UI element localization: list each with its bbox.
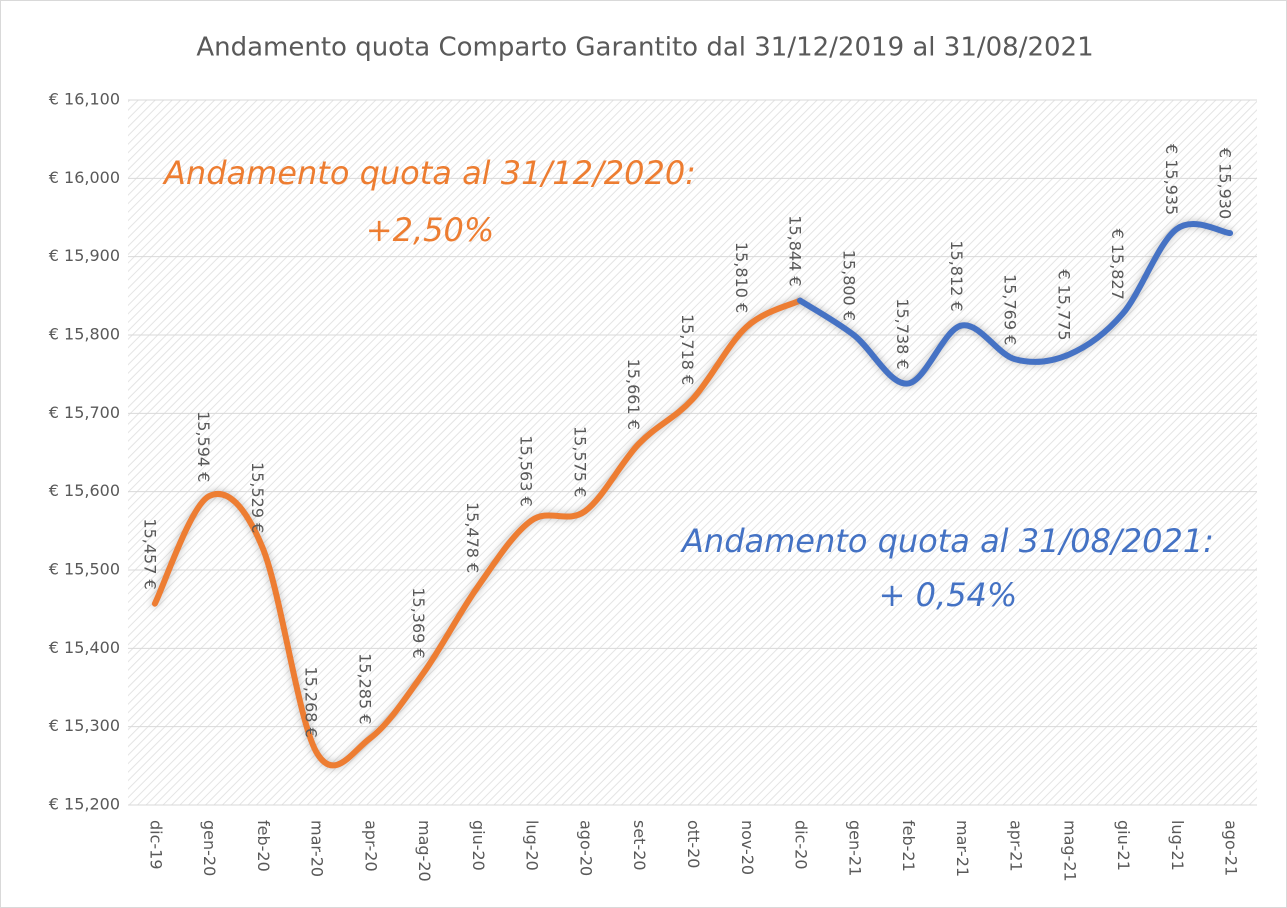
data-label: 15,718 € xyxy=(678,314,697,385)
data-label: 15,478 € xyxy=(463,502,482,573)
x-tick-label: mag-20 xyxy=(415,820,434,882)
data-label: € 15,935 xyxy=(1162,144,1181,215)
data-label: 15,810 € xyxy=(732,242,751,313)
x-tick-label: ago-20 xyxy=(576,820,595,876)
data-label: 15,594 € xyxy=(194,411,213,482)
data-label: € 15,930 xyxy=(1216,148,1235,219)
data-label: 15,268 € xyxy=(302,666,321,737)
annotation: + 0,54% xyxy=(879,576,1018,614)
x-tick-label: gen-20 xyxy=(200,820,219,876)
data-label: 15,661 € xyxy=(624,359,643,430)
x-tick-label: dic-20 xyxy=(792,820,811,870)
x-tick-label: feb-21 xyxy=(899,820,918,872)
y-tick-label: € 15,600 xyxy=(49,481,120,500)
data-label: € 15,775 xyxy=(1054,269,1073,340)
x-tick-label: ott-20 xyxy=(684,820,703,868)
data-label: 15,738 € xyxy=(893,298,912,369)
x-tick-label: mar-20 xyxy=(308,820,327,877)
chart-title: Andamento quota Comparto Garantito dal 3… xyxy=(196,33,1093,63)
x-tick-label: ago-21 xyxy=(1222,820,1241,876)
x-tick-label: nov-20 xyxy=(738,820,757,875)
series-line xyxy=(797,221,1234,387)
series-line xyxy=(151,297,804,769)
x-tick-label: giu-21 xyxy=(1114,820,1133,871)
annotation: Andamento quota al 31/08/2021: xyxy=(680,522,1214,560)
x-tick-label: lug-21 xyxy=(1168,820,1187,871)
x-tick-label: mag-21 xyxy=(1060,820,1079,882)
x-tick-label: mar-21 xyxy=(953,820,972,877)
y-tick-label: € 15,300 xyxy=(49,716,120,735)
x-tick-label: dic-19 xyxy=(146,820,165,870)
x-tick-label: giu-20 xyxy=(469,820,488,871)
data-label: 15,285 € xyxy=(355,653,374,724)
x-tick-label: feb-20 xyxy=(254,820,273,872)
data-label: 15,563 € xyxy=(517,435,536,506)
data-label: € 15,827 xyxy=(1108,229,1127,300)
y-tick-label: € 15,900 xyxy=(49,246,120,265)
data-label: 15,769 € xyxy=(1001,274,1020,345)
y-tick-label: € 15,400 xyxy=(49,638,120,657)
data-label: 15,800 € xyxy=(839,250,858,321)
y-tick-label: € 16,000 xyxy=(49,168,120,187)
data-label: 15,575 € xyxy=(570,426,589,497)
data-label: 15,369 € xyxy=(409,587,428,658)
x-tick-label: apr-20 xyxy=(361,820,380,872)
x-tick-label: gen-21 xyxy=(845,820,864,876)
y-tick-label: € 15,200 xyxy=(49,795,120,814)
annotation: Andamento quota al 31/12/2020: xyxy=(162,154,696,192)
plot-area xyxy=(128,100,1257,805)
data-label: 15,529 € xyxy=(248,462,267,533)
x-tick-label: set-20 xyxy=(630,820,649,871)
x-tick-label: apr-21 xyxy=(1007,820,1026,872)
annotation: +2,50% xyxy=(366,211,494,249)
data-label: 15,844 € xyxy=(786,215,805,286)
x-tick-label: lug-20 xyxy=(523,820,542,871)
data-label: 15,457 € xyxy=(140,518,159,589)
y-tick-label: € 16,100 xyxy=(49,90,120,109)
y-tick-label: € 15,700 xyxy=(49,403,120,422)
y-tick-label: € 15,500 xyxy=(49,560,120,579)
y-tick-label: € 15,800 xyxy=(49,325,120,344)
data-label: 15,812 € xyxy=(947,240,966,311)
